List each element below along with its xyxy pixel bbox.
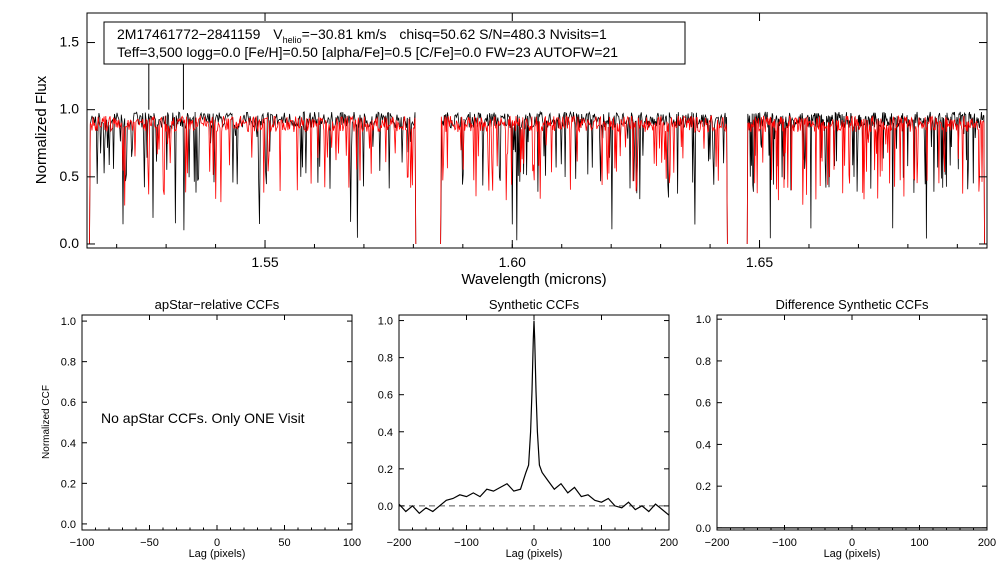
x-tick-label: 50: [278, 537, 290, 549]
synthetic-ccf-panel: −200 −100 0 100 200 0.0 0.2 0.4 0.6 0.8 1.0 Synthe…: [378, 297, 678, 560]
x-tick-label: 0: [531, 537, 537, 549]
y-tick-label: 0.0: [696, 523, 711, 535]
x-tick-label: 1.65: [746, 254, 773, 270]
y-tick-label: 0.6: [61, 397, 76, 409]
y-tick-label: 0.4: [696, 439, 711, 451]
annotation-params-b: ]=0.50 [alpha/Fe]=0.5 [C/Fe]=0.0 FW=23 A…: [279, 44, 619, 60]
difference-ccf-title: Difference Synthetic CCFs: [776, 297, 929, 312]
y-tick-label: 1.0: [61, 316, 76, 328]
y-tick-label: 0.0: [61, 519, 76, 531]
annotation-v-sub: helio: [283, 35, 302, 45]
apstar-ccf-title: apStar−relative CCFs: [155, 297, 280, 312]
x-tick-label: −200: [387, 537, 412, 549]
difference-ccf-axes-frame: [716, 314, 988, 531]
x-tick-label: 100: [910, 537, 928, 549]
spectrum-ticks: 1.55 1.60 1.65 0.0 0.5 1.0 1.5: [60, 13, 987, 270]
x-tick-label: −100: [772, 537, 797, 549]
x-tick-label: 1.55: [251, 254, 278, 270]
y-tick-label: 0.4: [61, 438, 76, 450]
x-tick-label: 0: [214, 537, 220, 549]
x-tick-label: 0: [849, 537, 855, 549]
y-tick-label: 0.2: [378, 464, 393, 476]
x-tick-label: −100: [70, 537, 95, 549]
y-tick-label: 0.2: [61, 478, 76, 490]
annotation-star-id: 2M17461772−2841159: [117, 26, 261, 42]
x-tick-label: −50: [140, 537, 159, 549]
spectrum-axes-frame: [86, 12, 988, 249]
synthetic-ccf-line: [398, 320, 670, 516]
spectrum-annotation-box: 2M17461772−2841159 Vhelio=−30.81 km/s ch…: [103, 21, 686, 65]
spectrum-traces: [89, 58, 985, 245]
y-tick-label: 1.0: [60, 101, 80, 117]
difference-ccf-xlabel: Lag (pixels): [824, 548, 881, 560]
y-tick-label: 0.4: [378, 427, 393, 439]
difference-ccf-ticks: −200 −100 0 100 200 0.0 0.2 0.4 0.6 0.8 1.0: [696, 314, 996, 549]
x-tick-label: 100: [592, 537, 610, 549]
y-tick-label: 0.2: [696, 481, 711, 493]
y-tick-label: 0.0: [60, 235, 80, 251]
x-tick-label: −100: [454, 537, 479, 549]
x-tick-label: −200: [705, 537, 730, 549]
synthetic-ccf-ticks: −200 −100 0 100 200 0.0 0.2 0.4 0.6 0.8 1.0: [378, 315, 678, 549]
y-tick-label: 0.0: [378, 501, 393, 513]
spectrum-panel: 1.55 1.60 1.65 0.0 0.5 1.0 1.5 Normalized Flux…: [33, 12, 988, 288]
y-tick-label: 0.8: [378, 353, 393, 365]
synthetic-ccf-plot: [398, 320, 670, 516]
x-tick-label: 200: [660, 537, 678, 549]
y-tick-label: 0.8: [61, 357, 76, 369]
annotation-params-a: Teff=3,500 logg=0.0 [Fe/H: [117, 44, 279, 60]
annotation-v-value: =−30.81 km/s: [302, 26, 387, 42]
no-ccf-message: No apStar CCFs. Only ONE Visit: [101, 410, 305, 426]
difference-ccf-panel: −200 −100 0 100 200 0.0 0.2 0.4 0.6 0.8 1.0 Differ…: [696, 297, 996, 560]
annotation-line-2: Teff=3,500 logg=0.0 [Fe/H]=0.50 [alpha/F…: [117, 44, 618, 60]
y-tick-label: 1.0: [378, 316, 393, 328]
y-tick-label: 0.6: [378, 390, 393, 402]
annotation-line-1: 2M17461772−2841159 Vhelio=−30.81 km/s ch…: [117, 26, 607, 45]
synthetic-ccf-title: Synthetic CCFs: [489, 297, 580, 312]
annotation-stats: chisq=50.62 S/N=480.3 Nvisits=1: [399, 26, 607, 42]
spectrum-series-line: [89, 114, 985, 245]
apstar-ccf-ticks: −100 −50 0 50 100 0.0 0.2 0.4 0.6 0.8 1.0: [61, 315, 361, 549]
y-tick-label: 1.5: [60, 34, 80, 50]
annotation-frame: [103, 21, 686, 65]
apstar-ccf-ylabel: Normalized CCF: [41, 385, 52, 459]
y-tick-label: 0.5: [60, 168, 80, 184]
spectrum-xlabel: Wavelength (microns): [461, 271, 606, 288]
y-tick-label: 0.6: [696, 398, 711, 410]
synthetic-ccf-xlabel: Lag (pixels): [506, 548, 563, 560]
synthetic-ccf-axes-frame: [398, 314, 670, 531]
apstar-ccf-panel: −100 −50 0 50 100 0.0 0.2 0.4 0.6 0.8 1.0 apStar−r…: [41, 297, 361, 560]
x-tick-label: 200: [978, 537, 996, 549]
y-tick-label: 0.8: [696, 356, 711, 368]
apstar-ccf-xlabel: Lag (pixels): [189, 548, 246, 560]
x-tick-label: 100: [343, 537, 361, 549]
x-tick-label: 1.60: [499, 254, 526, 270]
y-tick-label: 1.0: [696, 314, 711, 326]
spectrum-ylabel: Normalized Flux: [33, 75, 50, 184]
annotation-v-prefix: V: [273, 26, 283, 42]
